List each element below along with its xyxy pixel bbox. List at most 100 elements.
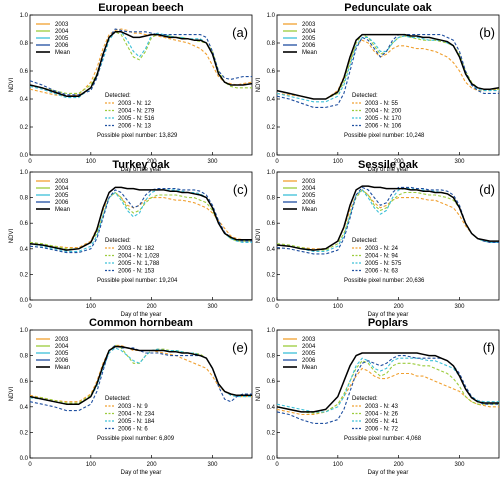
y-tick-label: 0.6 xyxy=(20,379,29,385)
y-axis-label: NDVI xyxy=(9,387,15,402)
detected-heading: Detected: xyxy=(105,396,131,402)
x-tick-label: 200 xyxy=(147,304,158,310)
chart-panel: Poplars 0 100 200 300 0.0 0.2 0.4 0.6 0.8 1.0 Day o… xyxy=(256,317,500,476)
x-tick-label: 100 xyxy=(86,304,97,310)
y-tick-label: 0.4 xyxy=(20,405,29,411)
series-line-mean xyxy=(29,31,253,97)
y-tick-label: 0.0 xyxy=(20,153,29,159)
y-tick-label: 0.0 xyxy=(20,456,29,462)
series-line-mean xyxy=(29,345,252,405)
series-line-2004 xyxy=(29,191,252,250)
x-tick-label: 300 xyxy=(454,304,465,310)
detected-entry: 2005 - N: 41 xyxy=(365,419,399,425)
legend-entry: 2006 xyxy=(302,358,316,364)
chart-panel: Pedunculate oak 0 100 200 300 0.0 0.2 0.4 0.6 0.8… xyxy=(256,2,500,173)
y-axis-label: NDVI xyxy=(256,387,262,402)
y-tick-label: 0.2 xyxy=(267,125,276,131)
y-axis-label: NDVI xyxy=(256,78,262,93)
y-tick-label: 1.0 xyxy=(20,170,29,176)
y-tick-label: 0.4 xyxy=(267,97,276,103)
series-line-2006 xyxy=(29,344,252,412)
pixel-count: Possible pixel number: 13,829 xyxy=(97,133,178,139)
detected-entry: 2005 - N: 170 xyxy=(365,116,402,122)
y-tick-label: 0.2 xyxy=(20,125,29,131)
detected-entry: 2004 - N: 94 xyxy=(365,254,399,260)
detected-entry: 2003 - N: 12 xyxy=(118,101,152,107)
x-axis-label: Day of the year xyxy=(121,312,162,318)
x-tick-label: 0 xyxy=(275,304,279,310)
legend-entry: 2005 xyxy=(302,193,316,199)
y-tick-label: 0.8 xyxy=(20,196,29,202)
pixel-count: Possible pixel number: 6,809 xyxy=(97,436,175,442)
detected-entry: 2004 - N: 279 xyxy=(118,109,155,115)
plot-frame xyxy=(276,14,500,156)
legend-entry: 2004 xyxy=(302,344,316,350)
x-axis-label: Day of the year xyxy=(368,167,409,173)
y-tick-label: 0.4 xyxy=(20,97,29,103)
y-tick-label: 1.0 xyxy=(267,328,276,334)
y-tick-label: 0.8 xyxy=(20,354,29,360)
x-tick-label: 300 xyxy=(454,159,465,165)
series-line-mean xyxy=(276,185,499,251)
x-tick-label: 100 xyxy=(86,159,97,165)
detected-entry: 2003 - N: 55 xyxy=(365,101,399,107)
detected-entry: 2005 - N: 575 xyxy=(365,261,402,267)
legend-entry: 2003 xyxy=(302,337,316,343)
chart-title: Sessile oak xyxy=(358,159,419,171)
panel-label: (d) xyxy=(479,182,495,197)
y-tick-label: 0.6 xyxy=(20,69,29,75)
legend-entry: 2006 xyxy=(55,43,69,49)
legend-entry: 2005 xyxy=(55,351,69,357)
detected-entry: 2003 - N: 9 xyxy=(118,404,148,410)
y-tick-label: 0.0 xyxy=(267,298,276,304)
detected-entry: 2004 - N: 234 xyxy=(118,412,155,418)
x-axis-label: Day of the year xyxy=(368,470,409,476)
chart-panel: European beech 0 100 200 300 0.0 0.2 0.4 0.6 0.8 1… xyxy=(9,2,253,173)
legend-entry: 2003 xyxy=(302,22,316,28)
pixel-count: Possible pixel number: 19,204 xyxy=(97,278,178,284)
x-tick-label: 300 xyxy=(454,462,465,468)
detected-heading: Detected: xyxy=(352,238,378,244)
legend-entry: 2006 xyxy=(55,200,69,206)
x-tick-label: 200 xyxy=(394,462,405,468)
legend-entry: 2005 xyxy=(55,36,69,42)
detected-entry: 2003 - N: 43 xyxy=(365,404,399,410)
y-tick-label: 0.8 xyxy=(20,41,29,47)
y-tick-label: 0.8 xyxy=(267,354,276,360)
legend-entry: 2005 xyxy=(302,36,316,42)
y-tick-label: 0.6 xyxy=(267,221,276,227)
series-line-2004 xyxy=(276,360,499,414)
x-axis-label: Day of the year xyxy=(368,312,409,318)
x-tick-label: 200 xyxy=(147,159,158,165)
x-tick-label: 100 xyxy=(333,462,344,468)
legend-entry: Mean xyxy=(302,50,317,56)
detected-entry: 2006 - N: 6 xyxy=(118,427,148,433)
y-axis-label: NDVI xyxy=(256,229,262,244)
detected-heading: Detected: xyxy=(352,93,378,99)
y-tick-label: 0.2 xyxy=(20,272,29,278)
x-tick-label: 0 xyxy=(28,304,32,310)
chart-title: Pedunculate oak xyxy=(344,2,432,14)
x-tick-label: 300 xyxy=(207,462,218,468)
detected-entry: 2006 - N: 13 xyxy=(118,124,152,130)
legend-entry: Mean xyxy=(302,207,317,213)
chart-panel: Common hornbeam 0 100 200 300 0.0 0.2 0.4 0.6 0.8… xyxy=(9,317,253,476)
legend-entry: Mean xyxy=(55,365,70,371)
y-tick-label: 1.0 xyxy=(267,170,276,176)
x-tick-label: 0 xyxy=(28,159,32,165)
detected-entry: 2003 - N: 182 xyxy=(118,246,155,252)
pixel-count: Possible pixel number: 10,248 xyxy=(344,133,425,139)
legend-entry: 2006 xyxy=(55,358,69,364)
x-tick-label: 200 xyxy=(394,304,405,310)
legend-entry: 2004 xyxy=(302,29,316,35)
legend-entry: 2005 xyxy=(55,193,69,199)
detected-entry: 2004 - N: 200 xyxy=(365,109,402,115)
detected-entry: 2005 - N: 184 xyxy=(118,419,155,425)
series-line-mean xyxy=(29,186,252,251)
panel-label: (c) xyxy=(233,182,248,197)
legend-entry: Mean xyxy=(55,50,70,56)
detected-entry: 2004 - N: 26 xyxy=(365,412,399,418)
detected-entry: 2006 - N: 153 xyxy=(118,269,155,275)
detected-entry: 2005 - N: 516 xyxy=(118,116,155,122)
